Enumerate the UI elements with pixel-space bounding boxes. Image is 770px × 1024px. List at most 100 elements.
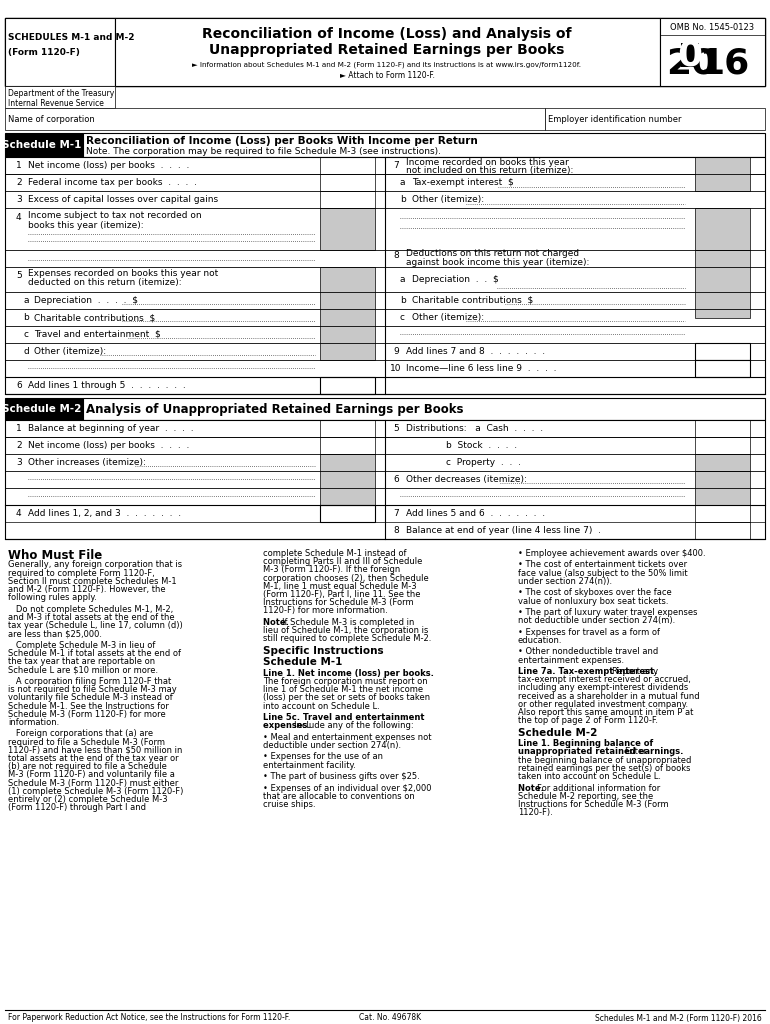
Text: (Form 1120-F), Part I, line 11. See the: (Form 1120-F), Part I, line 11. See the xyxy=(263,590,420,599)
Text: • The part of luxury water travel expenses: • The part of luxury water travel expens… xyxy=(518,608,698,617)
Bar xyxy=(320,505,375,522)
Bar xyxy=(320,157,375,174)
Text: Depreciation  .  .  .  .  $: Depreciation . . . . $ xyxy=(34,296,138,305)
Text: Complete Schedule M-3 in lieu of: Complete Schedule M-3 in lieu of xyxy=(8,641,156,650)
Text: Section II must complete Schedules M-1: Section II must complete Schedules M-1 xyxy=(8,577,176,586)
Text: If Schedule M-3 is completed in: If Schedule M-3 is completed in xyxy=(282,617,414,627)
Bar xyxy=(83,133,765,157)
Text: required to complete Form 1120-F,: required to complete Form 1120-F, xyxy=(8,568,155,578)
Text: Employer identification number: Employer identification number xyxy=(548,116,681,125)
Text: Internal Revenue Service: Internal Revenue Service xyxy=(8,98,104,108)
Text: Name of corporation: Name of corporation xyxy=(8,116,95,125)
Text: tax year (Schedule L, line 17, column (d)): tax year (Schedule L, line 17, column (d… xyxy=(8,622,182,630)
Text: Report any: Report any xyxy=(611,667,658,676)
Bar xyxy=(5,420,765,437)
Text: Reconciliation of Income (Loss) per Books With Income per Return: Reconciliation of Income (Loss) per Book… xyxy=(86,136,477,146)
Text: against book income this year (itemize):: against book income this year (itemize): xyxy=(406,258,589,267)
Text: Charitable contributions  $: Charitable contributions $ xyxy=(412,296,534,305)
Text: Schedules M-1 and M-2 (Form 1120-F) 2016: Schedules M-1 and M-2 (Form 1120-F) 2016 xyxy=(595,1014,762,1023)
Text: • The part of business gifts over $25.: • The part of business gifts over $25. xyxy=(263,772,420,781)
Text: 1: 1 xyxy=(16,161,22,170)
Bar xyxy=(660,18,765,86)
Bar xyxy=(681,43,699,67)
Text: corporation chooses (2), then Schedule: corporation chooses (2), then Schedule xyxy=(263,573,429,583)
Text: lieu of Schedule M-1, the corporation is: lieu of Schedule M-1, the corporation is xyxy=(263,626,428,635)
Text: Other decreases (itemize):: Other decreases (itemize): xyxy=(406,475,527,484)
Text: a: a xyxy=(400,178,406,187)
Text: a: a xyxy=(23,296,28,305)
Text: Other (itemize):: Other (itemize): xyxy=(412,195,484,204)
Text: Specific Instructions: Specific Instructions xyxy=(263,646,383,655)
Bar xyxy=(5,157,765,174)
Text: are less than $25,000.: are less than $25,000. xyxy=(8,630,102,638)
Text: 2: 2 xyxy=(16,441,22,450)
Text: c  Property  .  .  .: c Property . . . xyxy=(446,458,521,467)
Text: tax-exempt interest received or accrued,: tax-exempt interest received or accrued, xyxy=(518,675,691,684)
Text: Add lines 1, 2, and 3  .  .  .  .  .  .  .: Add lines 1, 2, and 3 . . . . . . . xyxy=(28,509,181,518)
Text: Note. The corporation may be required to file Schedule M-3 (see instructions).: Note. The corporation may be required to… xyxy=(86,146,441,156)
Text: Schedule M-2: Schedule M-2 xyxy=(518,728,598,737)
Text: 9: 9 xyxy=(393,347,399,356)
Bar xyxy=(695,522,750,539)
Bar xyxy=(695,157,750,191)
Text: Deductions on this return not charged: Deductions on this return not charged xyxy=(406,249,579,258)
Text: b: b xyxy=(400,195,406,204)
Text: 20: 20 xyxy=(666,47,716,81)
Bar xyxy=(5,18,115,86)
Text: face value (also subject to the 50% limit: face value (also subject to the 50% limi… xyxy=(518,568,688,578)
Bar xyxy=(320,174,375,191)
Text: For additional information for: For additional information for xyxy=(537,783,660,793)
Text: Other increases (itemize):: Other increases (itemize): xyxy=(28,458,146,467)
Text: 5: 5 xyxy=(393,424,399,433)
Text: Line 5c. Travel and entertainment: Line 5c. Travel and entertainment xyxy=(263,713,424,722)
Text: OMB No. 1545-0123: OMB No. 1545-0123 xyxy=(670,23,754,32)
Text: 1: 1 xyxy=(16,424,22,433)
Text: or other regulated investment company.: or other regulated investment company. xyxy=(518,699,688,709)
Text: retained earnings per the set(s) of books: retained earnings per the set(s) of book… xyxy=(518,764,691,773)
Text: deductible under section 274(n).: deductible under section 274(n). xyxy=(263,741,401,750)
Text: (b) are not required to file a Schedule: (b) are not required to file a Schedule xyxy=(8,762,167,771)
Text: 1120-F) and have less than $50 million in: 1120-F) and have less than $50 million i… xyxy=(8,745,182,755)
Bar xyxy=(695,208,750,250)
Text: M-1, line 1 must equal Schedule M-3: M-1, line 1 must equal Schedule M-3 xyxy=(263,582,417,591)
Bar xyxy=(545,108,765,130)
Text: that are allocable to conventions on: that are allocable to conventions on xyxy=(263,792,415,801)
Text: Who Must File: Who Must File xyxy=(8,549,102,562)
Text: Line 1. Net income (loss) per books.: Line 1. Net income (loss) per books. xyxy=(263,669,434,678)
Text: • Other nondeductible travel and: • Other nondeductible travel and xyxy=(518,647,658,656)
Text: 3: 3 xyxy=(16,458,22,467)
Text: Department of the Treasury: Department of the Treasury xyxy=(8,89,114,98)
Text: 1120-F).: 1120-F). xyxy=(518,808,553,817)
Text: Federal income tax per books  .  .  .  .: Federal income tax per books . . . . xyxy=(28,178,197,187)
Text: taken into account on Schedule L.: taken into account on Schedule L. xyxy=(518,772,661,781)
Text: total assets at the end of the tax year or: total assets at the end of the tax year … xyxy=(8,754,179,763)
Text: deducted on this return (itemize):: deducted on this return (itemize): xyxy=(28,278,182,287)
Text: Travel and entertainment  $: Travel and entertainment $ xyxy=(34,330,161,339)
Text: Note.: Note. xyxy=(263,617,292,627)
Text: 7: 7 xyxy=(393,509,399,518)
Text: Balance at end of year (line 4 less line 7)  .: Balance at end of year (line 4 less line… xyxy=(406,526,601,535)
Text: and M-3 if total assets at the end of the: and M-3 if total assets at the end of th… xyxy=(8,613,175,622)
Text: still required to complete Schedule M-2.: still required to complete Schedule M-2. xyxy=(263,634,431,643)
Text: unappropriated retained earnings.: unappropriated retained earnings. xyxy=(518,748,686,757)
Bar xyxy=(695,437,750,454)
Bar xyxy=(5,420,765,539)
Text: d: d xyxy=(23,347,28,356)
Bar xyxy=(320,454,375,505)
Text: Line 1. Beginning balance of: Line 1. Beginning balance of xyxy=(518,739,653,749)
Text: not deductible under section 274(m).: not deductible under section 274(m). xyxy=(518,616,675,626)
Text: cruise ships.: cruise ships. xyxy=(263,800,316,809)
Text: Reconciliation of Income (Loss) and Analysis of: Reconciliation of Income (Loss) and Anal… xyxy=(203,27,572,41)
Text: 8: 8 xyxy=(393,526,399,535)
Text: Schedule M-1: Schedule M-1 xyxy=(2,140,82,150)
Text: Analysis of Unappropriated Retained Earnings per Books: Analysis of Unappropriated Retained Earn… xyxy=(86,402,464,416)
Text: expenses.: expenses. xyxy=(263,721,313,730)
Text: 2: 2 xyxy=(16,178,22,187)
Text: Schedule L are $10 million or more.: Schedule L are $10 million or more. xyxy=(8,666,158,675)
Text: Also report this same amount in item P at: Also report this same amount in item P a… xyxy=(518,708,693,717)
Bar xyxy=(115,18,660,86)
Text: 3: 3 xyxy=(16,195,22,204)
Text: 10: 10 xyxy=(390,364,401,373)
Text: Schedule M-1 if total assets at the end of: Schedule M-1 if total assets at the end … xyxy=(8,649,181,658)
Text: required to file a Schedule M-3 (Form: required to file a Schedule M-3 (Form xyxy=(8,737,165,746)
